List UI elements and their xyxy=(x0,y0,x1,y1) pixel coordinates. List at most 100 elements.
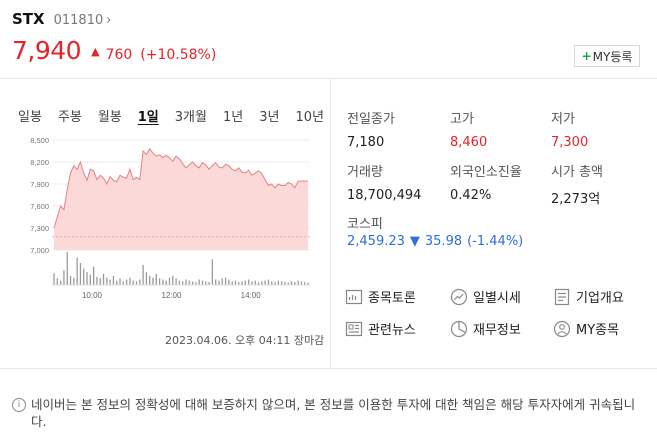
tab-3-year[interactable]: 3년 xyxy=(259,110,280,125)
disclaimer-text: 네이버는 본 정보의 정확성에 대해 보증하지 않으며, 본 정보를 이용한 투… xyxy=(31,397,636,429)
info-low: 저가 7,300 xyxy=(551,108,588,150)
link-financial-info-label: 재무정보 xyxy=(473,323,521,338)
intraday-chart[interactable]: 10:00 12:00 14:00 8,500 8,200 7,900 7,600 7,30… xyxy=(14,130,314,300)
info-high: 고가 8,460 xyxy=(450,108,487,150)
tab-10-year[interactable]: 10년 xyxy=(295,110,324,125)
volume-bar xyxy=(254,280,256,285)
volume-bar xyxy=(307,282,309,285)
volume-bar xyxy=(86,272,88,285)
user-icon xyxy=(553,320,571,338)
volume-bar xyxy=(53,273,55,285)
volume-bar xyxy=(172,275,174,285)
volume-bar xyxy=(290,281,293,285)
my-register-button[interactable]: + MY등록 xyxy=(574,45,640,67)
chart-timestamp: 2023.04.06. 오후 04:11 장마감 xyxy=(165,334,325,347)
kospi-rate: (-1.44%) xyxy=(467,234,524,249)
volume-bar xyxy=(211,259,214,285)
volume-bar xyxy=(89,274,91,285)
foreign-label: 외국인소진율 xyxy=(450,165,522,180)
volume-bar xyxy=(56,278,58,285)
volume-bar xyxy=(122,281,124,285)
link-company-overview[interactable]: 기업개요 xyxy=(553,287,624,306)
high-label: 고가 xyxy=(450,112,474,127)
volume-bar xyxy=(185,279,187,285)
x-tick-label: 14:00 xyxy=(241,291,262,300)
volume-bar xyxy=(244,280,247,285)
volume-bar xyxy=(208,282,210,285)
volume-bar xyxy=(304,282,306,285)
volume-bar xyxy=(284,282,286,285)
volume-bar xyxy=(228,279,230,285)
volume-bar xyxy=(69,275,72,285)
volume-bar xyxy=(241,281,243,285)
kospi-value: 2,459.23 xyxy=(347,234,405,249)
kospi-label[interactable]: 코스피 xyxy=(347,217,383,232)
price-row: 7,940 ▲ 760 (+10.58%) xyxy=(12,36,216,65)
tab-3-month[interactable]: 3개월 xyxy=(174,110,207,125)
trend-icon xyxy=(450,288,468,306)
volume-bar xyxy=(287,282,289,285)
tab-monthly[interactable]: 월봉 xyxy=(97,110,122,125)
volume-bar xyxy=(102,274,105,285)
market-cap-value: 2,273억 xyxy=(551,192,601,207)
volume-bar xyxy=(205,281,207,285)
up-triangle-icon: ▲ xyxy=(91,45,100,58)
link-my-stocks[interactable]: MY종목 xyxy=(553,319,619,338)
volume-bar xyxy=(155,274,157,285)
y-tick-label: 7,300 xyxy=(30,224,49,233)
volume-bar xyxy=(76,257,78,285)
stock-header: STX 011810 › xyxy=(12,10,111,28)
volume-bar xyxy=(63,270,65,285)
current-price: 7,940 xyxy=(12,36,82,65)
low-label: 저가 xyxy=(551,112,575,127)
volume-bar xyxy=(195,282,197,285)
link-discussion[interactable]: 종목토론 xyxy=(345,287,416,306)
document-icon xyxy=(553,288,571,306)
volume-value: 18,700,494 xyxy=(347,188,422,203)
y-tick-label: 8,500 xyxy=(30,136,49,145)
volume-bar xyxy=(218,280,220,285)
volume-bar xyxy=(119,278,121,285)
volume-bar xyxy=(165,280,167,285)
volume-bar xyxy=(66,252,68,285)
volume-bar xyxy=(83,268,85,285)
volume-bar xyxy=(79,263,82,285)
foreign-value: 0.42% xyxy=(450,188,492,203)
volume-bar xyxy=(112,275,115,285)
tab-1-day[interactable]: 1일 xyxy=(137,110,159,125)
tab-daily[interactable]: 일봉 xyxy=(18,110,42,125)
volume-bar xyxy=(234,280,237,285)
stock-name[interactable]: STX xyxy=(12,10,45,28)
link-related-news-label: 관련뉴스 xyxy=(368,323,416,338)
volume-bar xyxy=(125,279,128,285)
price-change-rate: (+10.58%) xyxy=(140,47,217,63)
link-daily-quote[interactable]: 일별시세 xyxy=(450,287,521,306)
tab-1-year[interactable]: 1년 xyxy=(222,110,244,125)
volume-bar xyxy=(248,279,250,285)
y-tick-label: 7,600 xyxy=(30,202,49,211)
volume-bar xyxy=(297,280,299,285)
link-discussion-label: 종목토론 xyxy=(368,291,416,306)
volume-bar xyxy=(261,281,263,285)
chevron-right-icon[interactable]: › xyxy=(106,13,112,28)
volume-bar xyxy=(73,277,75,285)
info-kospi: 코스피 xyxy=(347,213,383,232)
high-value: 8,460 xyxy=(450,135,488,150)
divider-vertical xyxy=(330,78,331,368)
down-triangle-icon: ▼ xyxy=(409,234,420,249)
stock-code[interactable]: 011810 xyxy=(53,13,104,28)
link-related-news[interactable]: 관련뉴스 xyxy=(345,319,416,338)
link-financial-info[interactable]: 재무정보 xyxy=(450,319,521,338)
volume-bar xyxy=(135,281,138,285)
y-tick-label: 8,200 xyxy=(30,158,49,167)
pie-chart-icon xyxy=(450,320,468,338)
tab-weekly[interactable]: 주봉 xyxy=(57,110,82,125)
volume-bar xyxy=(215,279,217,285)
volume-bar xyxy=(145,272,148,285)
volume-bar xyxy=(152,277,154,285)
volume-bar xyxy=(132,280,134,285)
y-tick-label: 7,900 xyxy=(30,180,49,189)
volume-bar xyxy=(142,264,144,285)
volume-bar xyxy=(182,281,184,285)
news-icon xyxy=(345,320,363,338)
